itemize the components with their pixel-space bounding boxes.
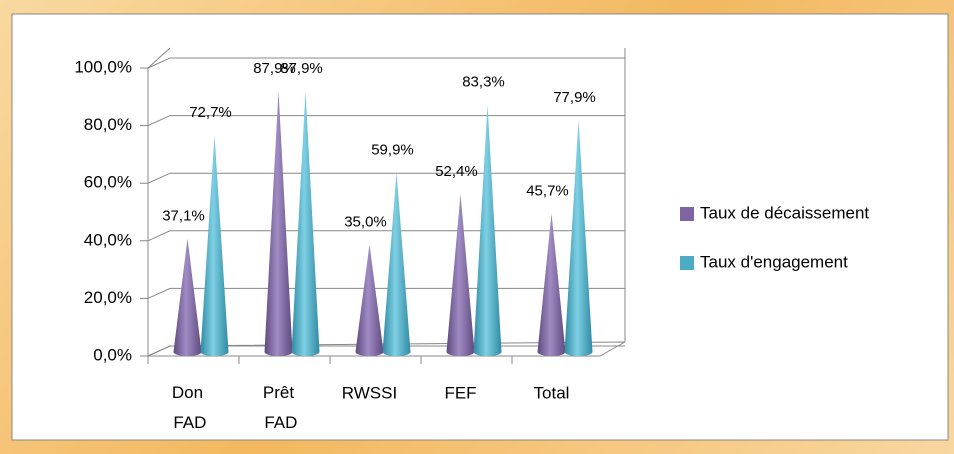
data-label: 59,9% xyxy=(371,141,414,158)
cone xyxy=(446,194,475,356)
chart-area xyxy=(11,13,949,441)
cone xyxy=(173,238,202,356)
legend-swatch xyxy=(680,256,694,270)
cone xyxy=(264,91,293,356)
legend-label: Taux de décaissement xyxy=(700,203,869,222)
legend-swatch xyxy=(680,207,694,221)
data-label: 52,4% xyxy=(435,163,478,180)
cone xyxy=(291,91,320,356)
grid-line xyxy=(140,57,625,69)
grid-line xyxy=(140,172,625,184)
cone xyxy=(564,120,593,356)
x-tick-label: Don FAD xyxy=(169,383,207,432)
x-tick-label: Total xyxy=(534,383,570,402)
y-tick-label: 80,0% xyxy=(84,115,132,134)
cone xyxy=(382,172,411,356)
x-tick-label: RWSSI xyxy=(342,383,397,402)
legend-label: Taux d'engagement xyxy=(700,252,848,271)
data-label: 35,0% xyxy=(344,213,387,230)
grid-line xyxy=(140,115,625,127)
x-tick-label: FEF xyxy=(444,383,476,402)
y-tick-label: 40,0% xyxy=(84,230,132,249)
data-label: 37,1% xyxy=(162,207,205,224)
data-label: 87,9% xyxy=(253,60,296,77)
data-label: 45,7% xyxy=(526,182,569,199)
x-tick-label: Prêt FAD xyxy=(260,383,298,432)
y-tick-label: 20,0% xyxy=(84,288,132,307)
cone xyxy=(537,213,566,356)
cone xyxy=(355,244,384,356)
y-tick-label: 100,0% xyxy=(74,57,132,76)
data-label: 77,9% xyxy=(553,89,596,106)
cone xyxy=(473,104,502,357)
data-label: 87,9% xyxy=(280,60,323,77)
data-label: 72,7% xyxy=(189,104,232,121)
cone xyxy=(200,135,229,356)
y-tick-label: 0,0% xyxy=(93,345,132,364)
data-label: 83,3% xyxy=(462,73,505,90)
y-tick-label: 60,0% xyxy=(84,173,132,192)
